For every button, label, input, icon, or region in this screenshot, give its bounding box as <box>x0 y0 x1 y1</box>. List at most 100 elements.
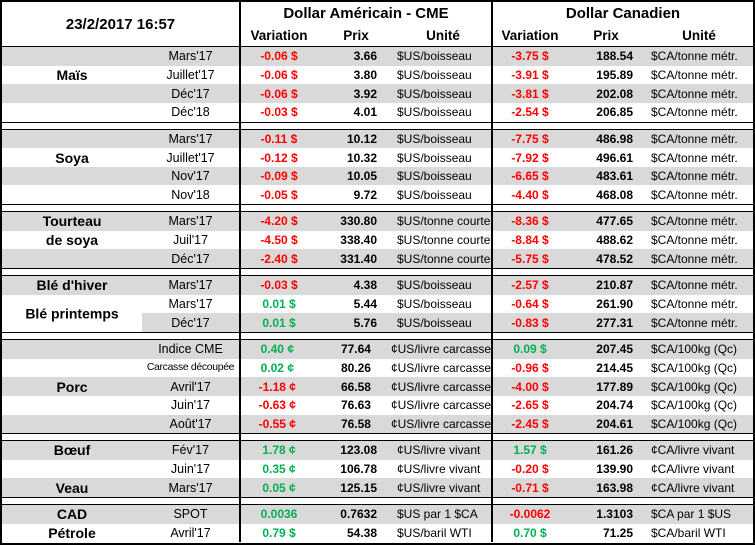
us-variation: 1.78 ¢ <box>262 443 296 458</box>
ca-variation: -6.65 $ <box>511 169 549 184</box>
us-variation: -4.50 $ <box>260 233 298 248</box>
table-row: Déc'17 -0.06 $ 3.92 $US/boisseau -3.81 $… <box>2 84 753 103</box>
ca-variation: -0.83 $ <box>511 315 549 330</box>
table-row: Déc'17 0.01 $ 5.76 $US/boisseau -0.83 $ … <box>2 313 753 332</box>
us-unit: $US/boisseau <box>397 315 472 330</box>
table-row: de soya Juil'17 -4.50 $ 338.40 $US/tonne… <box>2 230 753 250</box>
ca-price: 161.26 <box>596 443 633 458</box>
us-group-header: Dollar Américain - CME <box>283 5 449 22</box>
ca-variation: -2.65 $ <box>511 398 549 413</box>
ca-price: 488.62 <box>596 233 633 248</box>
ca-variation: -4.40 $ <box>511 187 549 202</box>
ca-unit: $CA/tonne métr. <box>651 315 738 330</box>
table-row: Déc'18 -0.03 $ 4.01 $US/boisseau -2.54 $… <box>2 102 753 122</box>
contract-month: Avril'17 <box>170 379 211 394</box>
us-variation: -0.03 $ <box>260 278 298 293</box>
us-variation: -0.06 $ <box>260 49 298 64</box>
us-variation: 0.79 $ <box>262 526 296 541</box>
contract-month: Juillet'17 <box>166 67 215 82</box>
ca-price: 139.90 <box>596 462 633 477</box>
us-variation: 0.01 $ <box>262 315 296 330</box>
ca-unit-header: Unité <box>682 28 716 43</box>
category-label <box>2 359 142 378</box>
ca-unit: $CA/tonne métr. <box>651 105 738 120</box>
us-price: 3.66 <box>353 49 377 64</box>
contract-month: Déc'17 <box>171 86 210 101</box>
us-price: 54.38 <box>346 526 377 541</box>
us-price: 77.64 <box>340 342 371 357</box>
ca-price: 195.89 <box>596 67 633 82</box>
us-price: 66.58 <box>340 379 371 394</box>
timestamp: 23/2/2017 16:57 <box>65 15 176 33</box>
us-unit: $US/boisseau <box>397 131 472 146</box>
contract-month: Nov'17 <box>171 169 210 184</box>
contract-month: SPOT <box>173 507 208 522</box>
us-variation: -2.40 $ <box>260 251 298 266</box>
us-variation: -0.09 $ <box>260 169 298 184</box>
table-row: Déc'17 -2.40 $ 331.40 $US/tonne courte -… <box>2 249 753 269</box>
contract-month: Mars'17 <box>168 49 213 64</box>
ca-variation: -2.54 $ <box>511 105 549 120</box>
category-label <box>2 47 142 66</box>
contract-month: Carcasse découpée <box>146 362 235 374</box>
ca-variation: -7.92 $ <box>511 150 549 165</box>
category-label <box>2 415 142 434</box>
contract-month: Fév'17 <box>171 443 210 458</box>
us-variation: -1.18 ¢ <box>258 379 296 394</box>
table-row: Pétrole Avril'17 0.79 $ 54.38 $US/baril … <box>2 523 753 543</box>
us-unit: $US/baril WTI <box>397 526 472 541</box>
ca-price: 207.45 <box>596 342 633 357</box>
table-row: Porc Avril'17 -1.18 ¢ 66.58 ¢US/livre ca… <box>2 377 753 396</box>
ca-unit: $CA/tonne métr. <box>651 131 738 146</box>
us-variation: 0.01 $ <box>262 297 296 311</box>
us-variation: -0.12 $ <box>260 150 298 165</box>
section-gap <box>2 204 753 213</box>
us-price: 3.92 <box>353 86 377 101</box>
us-unit: ¢US/livre carcasse <box>390 342 491 357</box>
ca-unit: $CA/100kg (Qc) <box>651 398 738 413</box>
category-label <box>2 167 142 186</box>
ca-price: 177.89 <box>596 379 633 394</box>
us-variation: -4.20 $ <box>260 214 298 229</box>
contract-month: Juin'17 <box>170 462 211 477</box>
table-row: Veau Mars'17 0.05 ¢ 125.15 ¢US/livre viv… <box>2 478 753 498</box>
ca-price: 261.90 <box>596 297 633 311</box>
us-variation: -0.05 $ <box>260 187 298 202</box>
section-gap <box>2 497 753 506</box>
us-price: 123.08 <box>340 443 377 458</box>
ca-price: 188.54 <box>596 49 633 64</box>
ca-price: 204.74 <box>596 398 633 413</box>
contract-month: Juillet'17 <box>166 150 215 165</box>
ca-variation: -0.20 $ <box>511 462 549 477</box>
us-price: 76.58 <box>340 416 371 431</box>
table-row: Maïs Juillet'17 -0.06 $ 3.80 $US/boissea… <box>2 65 753 85</box>
category-label: Blé printemps <box>25 305 119 322</box>
table-row: Nov'18 -0.05 $ 9.72 $US/boisseau -4.40 $… <box>2 185 753 205</box>
section-gap <box>2 121 753 130</box>
category-label <box>2 460 142 479</box>
us-price: 10.05 <box>346 169 377 184</box>
category-label <box>2 249 142 268</box>
us-unit: $US/boisseau <box>397 105 472 120</box>
table-row: Nov'17 -0.09 $ 10.05 $US/boisseau -6.65 … <box>2 166 753 186</box>
ca-variation: -4.00 $ <box>511 379 549 394</box>
us-unit: ¢US/livre vivant <box>397 480 481 495</box>
ca-price: 210.87 <box>596 278 633 293</box>
contract-month: Déc'17 <box>171 251 210 266</box>
ca-variation: 0.09 $ <box>513 342 547 357</box>
us-variation: 0.0036 <box>260 507 298 522</box>
table-row: Mars'17 -0.11 $ 10.12 $US/boisseau -7.75… <box>2 129 753 149</box>
contract-month: Indice CME <box>158 342 223 357</box>
ca-price: 214.45 <box>596 360 633 375</box>
ca-unit: $CA/tonne métr. <box>651 169 738 184</box>
us-unit: ¢US/livre carcasse <box>390 360 491 375</box>
table-row: Carcasse découpée 0.02 ¢ 80.26 ¢US/livre… <box>2 358 753 378</box>
contract-month: Déc'18 <box>171 105 210 120</box>
table-row: Août'17 -0.55 ¢ 76.58 ¢US/livre carcasse… <box>2 414 753 434</box>
contract-month: Nov'18 <box>171 187 210 202</box>
us-unit: $US/tonne courte <box>397 233 491 248</box>
us-variation-header: Variation <box>250 28 308 43</box>
ca-variation: -3.91 $ <box>511 67 549 82</box>
us-unit: ¢US/livre carcasse <box>390 398 491 413</box>
ca-unit: $CA/100kg (Qc) <box>651 360 738 375</box>
